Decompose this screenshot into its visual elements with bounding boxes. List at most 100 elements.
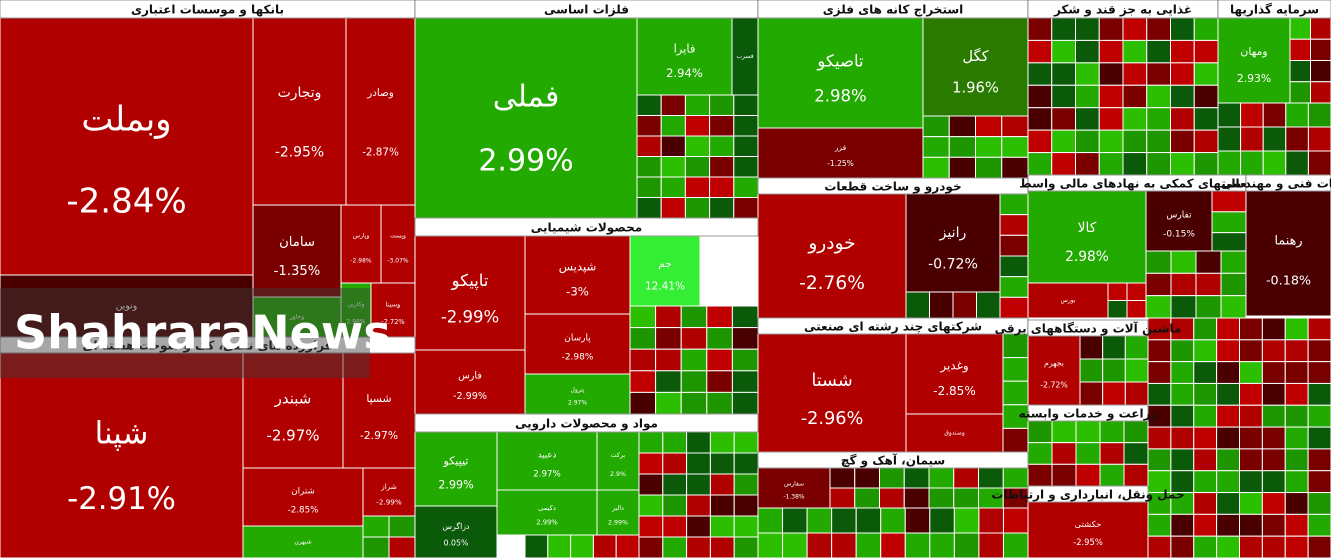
- filler-tile: [629, 305, 657, 329]
- filler-tile: [662, 473, 688, 496]
- filler-tile: [1285, 150, 1309, 176]
- filler-tile: [1146, 152, 1171, 176]
- filler-tile: [547, 534, 572, 558]
- filler-tile: [733, 197, 759, 219]
- filler-tile: [1122, 129, 1148, 154]
- filler-tile: [1123, 442, 1149, 465]
- filler-tile: [1147, 426, 1172, 450]
- filler-tile: [928, 467, 955, 489]
- sector-title: ماشین آلات و دستگاههای برقی: [995, 321, 1182, 337]
- stock-change: -1.38%: [783, 493, 805, 500]
- filler-tile: [922, 136, 950, 158]
- stock-change: -2.72%: [381, 318, 404, 326]
- stock-tile: [1145, 190, 1213, 252]
- filler-tile: [1147, 339, 1172, 363]
- filler-tile: [1102, 381, 1126, 406]
- filler-tile: [638, 452, 664, 475]
- stock-tile: [1027, 190, 1147, 284]
- stock-change: -2.72%: [1040, 381, 1068, 390]
- filler-tile: [829, 487, 856, 509]
- filler-tile: [1239, 513, 1263, 537]
- filler-tile: [1079, 335, 1104, 360]
- filler-tile: [1195, 250, 1222, 274]
- stock-change: -2.99%: [376, 498, 402, 507]
- stock-tile: [0, 352, 244, 558]
- stock-name: وپارس: [353, 233, 370, 240]
- filler-tile: [1307, 382, 1331, 406]
- stock-change: -2.95%: [1073, 537, 1103, 547]
- stock-tile: [1245, 190, 1331, 317]
- stock-change: -2.85%: [933, 384, 975, 398]
- filler-tile: [903, 487, 930, 509]
- stock-tile: [252, 17, 347, 206]
- filler-tile: [829, 467, 856, 489]
- stock-tile: [380, 204, 416, 284]
- filler-tile: [1051, 442, 1077, 465]
- stock-name: ومهان: [1240, 45, 1267, 58]
- filler-tile: [1307, 448, 1331, 472]
- filler-tile: [1122, 152, 1148, 176]
- stock-change: -2.96%: [801, 409, 864, 429]
- filler-tile: [1099, 420, 1125, 444]
- filler-tile: [1239, 426, 1263, 450]
- stock-change: 0.05%: [444, 538, 469, 547]
- filler-tile: [757, 507, 784, 534]
- stock-name: برکت: [611, 452, 626, 459]
- stock-tile: [345, 17, 416, 206]
- filler-tile: [1170, 339, 1195, 363]
- filler-tile: [638, 473, 664, 496]
- filler-tile: [1285, 102, 1309, 128]
- sector-title: خودرو و ساخت قطعات: [824, 180, 961, 195]
- filler-tile: [1284, 470, 1309, 494]
- stock-name: فزر: [834, 143, 847, 152]
- filler-tile: [1170, 361, 1195, 384]
- filler-tile: [709, 515, 735, 538]
- stock-name: تفارس: [1166, 211, 1192, 221]
- stock-tile: [524, 313, 631, 375]
- filler-tile: [1146, 17, 1171, 41]
- filler-tile: [1217, 102, 1242, 128]
- stock-tile: [362, 467, 416, 517]
- sector-title: سیمان، آهک و گچ: [841, 453, 945, 469]
- filler-tile: [1001, 156, 1029, 179]
- filler-tile: [1261, 513, 1286, 537]
- sector-header: [1027, 485, 1149, 503]
- stock-name: شراز: [380, 482, 396, 491]
- filler-tile: [1002, 380, 1029, 406]
- filler-tile: [1147, 448, 1172, 472]
- filler-tile: [1284, 404, 1309, 428]
- filler-tile: [953, 532, 980, 558]
- filler-tile: [948, 136, 976, 158]
- filler-tile: [1307, 102, 1331, 128]
- filler-tile: [879, 467, 905, 489]
- filler-tile: [684, 115, 711, 137]
- filler-tile: [1220, 295, 1247, 319]
- sector-header: [757, 451, 1029, 469]
- stock-name: فسرب: [736, 53, 753, 60]
- stock-tile: [757, 127, 924, 179]
- sector-title: استخراج کانه های فلزی: [823, 3, 964, 17]
- filler-tile: [1122, 62, 1148, 86]
- filler-tile: [831, 507, 857, 534]
- stock-tile: [524, 373, 631, 415]
- filler-tile: [1289, 60, 1311, 83]
- filler-tile: [1099, 463, 1125, 487]
- filler-tile: [1027, 84, 1053, 109]
- filler-tile: [1001, 115, 1029, 138]
- stock-tile: [636, 17, 733, 96]
- filler-tile: [1122, 84, 1148, 109]
- filler-tile: [1307, 317, 1331, 341]
- filler-tile: [662, 494, 688, 517]
- filler-tile: [1261, 535, 1286, 558]
- filler-tile: [733, 176, 759, 198]
- filler-tile: [854, 487, 880, 509]
- filler-tile: [733, 452, 759, 475]
- filler-tile: [1216, 404, 1240, 428]
- filler-tile: [1193, 152, 1219, 176]
- filler-tile: [1284, 361, 1309, 384]
- filler-tile: [855, 507, 882, 534]
- filler-tile: [1079, 381, 1104, 406]
- filler-tile: [629, 370, 657, 393]
- stock-tile: [496, 489, 598, 536]
- filler-tile: [1216, 361, 1240, 384]
